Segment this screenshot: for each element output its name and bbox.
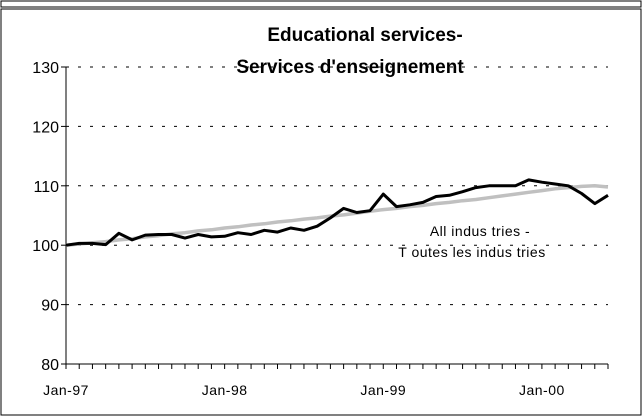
chart-subtitle: Services d'enseignement xyxy=(236,57,464,78)
x-tick-label-3: Jan-00 xyxy=(519,382,565,398)
y-tick-label-2: 100 xyxy=(32,238,59,255)
series-line-educational-services xyxy=(65,178,609,247)
y-tick-label-3: 110 xyxy=(33,179,59,196)
chart-title: Educational services- xyxy=(267,25,462,46)
annotation-line-2: T outes les indus tries xyxy=(398,244,545,260)
tick-labels: 80 90 100 110 120 130 Jan-97 Jan-98 Jan-99 Jan-00 xyxy=(32,60,565,398)
x-tick-label-0: Jan-97 xyxy=(43,382,89,398)
y-tick-label-5: 130 xyxy=(32,60,59,77)
chart-border xyxy=(0,8,642,416)
x-tick-label-2: Jan-99 xyxy=(360,382,406,398)
y-tick-label-1: 90 xyxy=(41,298,59,315)
y-tick-label-0: 80 xyxy=(41,357,59,374)
series-lines xyxy=(65,178,609,247)
y-tick-label-4: 120 xyxy=(32,119,59,136)
annotation-line-1: All indus tries - xyxy=(430,223,530,239)
x-tick-label-1: Jan-98 xyxy=(202,382,248,398)
axes xyxy=(61,66,609,369)
outer-frame xyxy=(0,0,642,8)
